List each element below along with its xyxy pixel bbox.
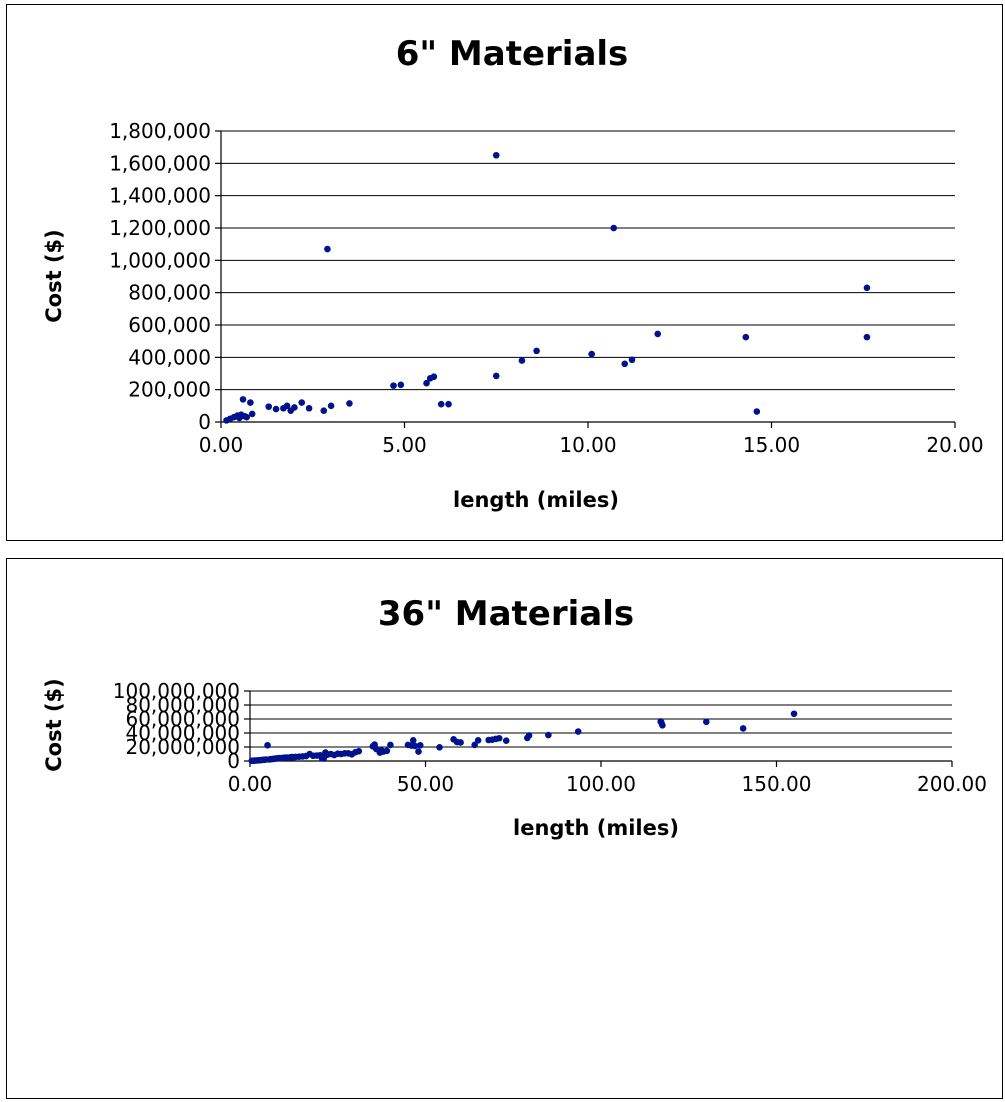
chart1-y-tick-label: 1,800,000 [109, 119, 211, 143]
chart1-data-point [390, 382, 397, 389]
chart1-data-point [265, 403, 273, 410]
chart2-data-point [471, 741, 478, 749]
chart1-data-point [588, 350, 595, 358]
chart2-x-tick-label: 150.00 [742, 772, 812, 796]
chart1-x-tick-label: 10.00 [559, 433, 616, 457]
chart1-data-point [272, 405, 280, 413]
chart2-title: 36" Materials [378, 594, 634, 634]
chart1-data-point [305, 404, 313, 412]
chart1-y-tick-label: 800,000 [128, 281, 211, 305]
chart1-data-point [492, 151, 500, 159]
chart1-data-point [423, 379, 430, 387]
chart1-data-point [437, 400, 445, 408]
chart1-data-point [445, 400, 452, 408]
chart2-y-tick-label: 20,000,000 [125, 735, 240, 759]
chart1-y-tick-label: 600,000 [128, 313, 211, 337]
chart2-data-point [416, 741, 424, 749]
chart1-y-tick-label: 1,000,000 [109, 248, 211, 272]
chart1-y-tick-label: 400,000 [128, 345, 211, 369]
chart2-x-tick-label: 100.00 [566, 772, 636, 796]
chart1-data-point [327, 402, 335, 410]
chart2-data-point [383, 747, 391, 755]
chart1-data-point [283, 402, 291, 410]
chart2-y-tick-label: 60,000,000 [125, 707, 240, 731]
chart2-y-tick-label: 100,000,000 [113, 679, 240, 703]
chart1-x-tick-label: 0.00 [199, 433, 244, 457]
chart2-y-axis-title: Cost ($) [42, 678, 66, 772]
chart2-y-tick-label: 0 [227, 749, 240, 773]
chart2-data-point [457, 739, 464, 746]
chart2-data-point [703, 718, 710, 726]
chart2-data-point [409, 737, 417, 744]
chart2-data-point [525, 732, 533, 739]
chart2-data-point [502, 737, 510, 744]
chart1-data-point [324, 245, 331, 253]
chart2-y-tick-label: 80,000,000 [125, 693, 240, 717]
chart-36in-materials [6, 558, 1003, 1099]
chart1-data-point [298, 399, 306, 406]
chart2-data-point [545, 731, 552, 739]
chart1-data-point [291, 404, 298, 411]
chart1-data-point [742, 333, 750, 341]
chart2-data-point [659, 722, 666, 729]
chart1-data-point [243, 413, 250, 421]
chart1-data-point [320, 407, 328, 414]
chart2-plot-area: 020,000,00040,000,00060,000,00080,000,00… [113, 679, 987, 796]
chart2-x-axis-title: length (miles) [513, 816, 679, 840]
chart2-data-point [264, 741, 271, 749]
chart2-data-point [574, 728, 582, 735]
chart1-data-point [863, 333, 871, 341]
chart2-data-point [436, 744, 443, 751]
chart2-x-tick-label: 0.00 [228, 772, 273, 796]
chart2-data-point [387, 741, 394, 749]
chart2-y-tick-label: 40,000,000 [125, 721, 240, 745]
chart1-data-point [247, 399, 254, 406]
chart1-plot-area: 0 200,000 400,000 600,000 800,000 1,000,000 1,… [109, 119, 983, 457]
chart1-data-point [248, 410, 256, 418]
chart-6in-materials [6, 4, 1003, 541]
chart1-x-tick-label: 15.00 [743, 433, 800, 457]
chart1-data-point [628, 356, 636, 364]
chart2-x-tick-label: 200.00 [917, 772, 987, 796]
chart1-data-point [621, 360, 628, 368]
chart1-data-point [753, 408, 761, 415]
chart1-data-point [397, 381, 405, 389]
chart1-data-point [239, 396, 247, 403]
chart2-data-point [474, 737, 482, 744]
chart1-y-tick-label: 1,600,000 [109, 151, 211, 175]
chart1-x-axis-title: length (miles) [453, 488, 619, 512]
chart2-data-point [411, 742, 419, 750]
chart1-title: 6" Materials [396, 34, 629, 74]
chart1-y-axis-title: Cost ($) [42, 229, 66, 323]
chart2-x-tick-label: 50.00 [397, 772, 454, 796]
chart1-data-point [346, 400, 353, 407]
chart1-data-point [610, 224, 617, 232]
chart2-data-point [415, 748, 422, 755]
chart2-data-point [739, 725, 747, 732]
chart2-data-point [790, 710, 798, 718]
chart1-y-tick-label: 1,400,000 [109, 184, 211, 208]
chart1-data-point [654, 330, 662, 338]
chart1-data-point [533, 347, 540, 355]
chart1-data-point [518, 357, 526, 364]
chart1-y-tick-label: 200,000 [128, 378, 211, 402]
chart1-x-tick-label: 20.00 [926, 433, 983, 457]
chart1-data-point [430, 373, 438, 381]
chart2-data-point [355, 747, 363, 755]
chart2-data-point [495, 734, 503, 742]
chart1-x-tick-label: 5.00 [382, 433, 427, 457]
chart1-y-tick-label: 1,200,000 [109, 216, 211, 240]
chart1-data-point [863, 284, 871, 292]
chart1-data-point [492, 372, 500, 380]
chart1-y-tick-label: 0 [198, 410, 211, 434]
